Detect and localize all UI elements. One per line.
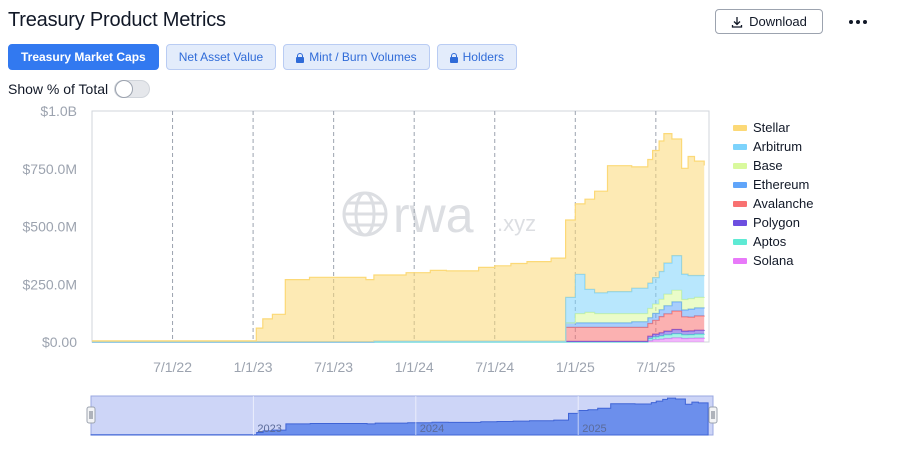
legend-swatch [733,162,747,169]
x-tick-label: 7/1/23 [314,359,353,375]
legend-swatch [733,219,747,226]
area-arbitrum [92,255,705,342]
legend-item-ethereum[interactable]: Ethereum [733,175,813,194]
legend-swatch [733,257,747,264]
toggle-knob [115,80,134,98]
tab-label: Holders [462,50,504,64]
legend-label: Avalanche [753,196,814,211]
watermark-word: rwa [393,187,474,243]
line-stellar [92,133,705,342]
more-options-icon[interactable] [847,12,869,32]
legend-label: Polygon [753,215,800,230]
download-label: Download [749,14,807,29]
legend-swatch [733,124,747,131]
x-tick-label: 7/1/24 [475,359,514,375]
y-tick-label: $750.0M [23,161,77,177]
y-axis: $0.00 $250.0M $500.0M $750.0M $1.0B [23,103,78,350]
legend-item-polygon[interactable]: Polygon [733,213,813,232]
tab-holders[interactable]: Holders [436,44,517,70]
legend-label: Arbitrum [753,139,803,154]
navigator-label: 2025 [582,423,606,435]
download-icon [731,16,743,28]
range-navigator[interactable]: 2023 2024 2025 [86,395,718,436]
tab-treasury-market-caps[interactable]: Treasury Market Caps [8,44,159,70]
navigator-right-handle[interactable] [708,406,718,424]
area-avalanche [92,311,705,342]
y-tick-label: $0.00 [42,334,77,350]
legend-item-solana[interactable]: Solana [733,251,813,270]
x-tick-label: 1/1/24 [395,359,434,375]
legend-label: Base [753,158,783,173]
legend-swatch [733,143,747,150]
tab-bar: Treasury Market Caps Net Asset Value Min… [8,44,517,70]
watermark: rwa .xyz [342,187,536,243]
y-tick-label: $1.0B [40,103,77,119]
stacked-areas [92,133,705,343]
x-tick-label: 7/1/22 [153,359,192,375]
x-axis: 7/1/22 1/1/23 7/1/23 1/1/24 7/1/24 1/1/25 7/1/… [153,359,675,375]
legend-label: Stellar [753,120,790,135]
y-tick-label: $250.0M [23,276,77,292]
legend-swatch [733,200,747,207]
navigator-label: 2024 [420,423,444,435]
legend-item-stellar[interactable]: Stellar [733,118,813,137]
legend-label: Solana [753,253,794,268]
legend: Stellar Arbitrum Base Ethereum Avalanche Poly… [733,118,813,270]
page-title: Treasury Product Metrics [8,9,226,31]
navigator-series [90,397,709,436]
tab-label: Treasury Market Caps [21,50,146,64]
x-tick-label: 1/1/23 [234,359,273,375]
x-tick-label: 1/1/25 [556,359,595,375]
legend-item-base[interactable]: Base [733,156,813,175]
legend-item-avalanche[interactable]: Avalanche [733,194,813,213]
y-tick-label: $500.0M [23,219,77,235]
navigator-left-handle[interactable] [86,406,96,424]
legend-swatch [733,181,747,188]
globe-icon [342,191,388,237]
legend-item-aptos[interactable]: Aptos [733,232,813,251]
legend-label: Aptos [753,234,787,249]
percent-of-total-toggle[interactable] [114,80,151,98]
legend-item-arbitrum[interactable]: Arbitrum [733,137,813,156]
tab-label: Mint / Burn Volumes [309,50,417,64]
legend-label: Ethereum [753,177,810,192]
area-base [92,290,705,342]
lock-icon [449,52,458,63]
watermark-suffix: .xyz [497,211,536,236]
tab-mint-burn-volumes[interactable]: Mint / Burn Volumes [283,44,430,70]
percent-toggle-row: Show % of Total [8,80,151,98]
lock-icon [296,52,305,63]
tab-net-asset-value[interactable]: Net Asset Value [165,44,277,70]
area-stellar [92,133,705,342]
toggle-label: Show % of Total [8,81,109,97]
download-button[interactable]: Download [715,9,823,34]
legend-swatch [733,238,747,245]
x-tick-label: 7/1/25 [636,359,675,375]
tab-label: Net Asset Value [178,50,264,64]
navigator-label: 2023 [257,423,281,435]
